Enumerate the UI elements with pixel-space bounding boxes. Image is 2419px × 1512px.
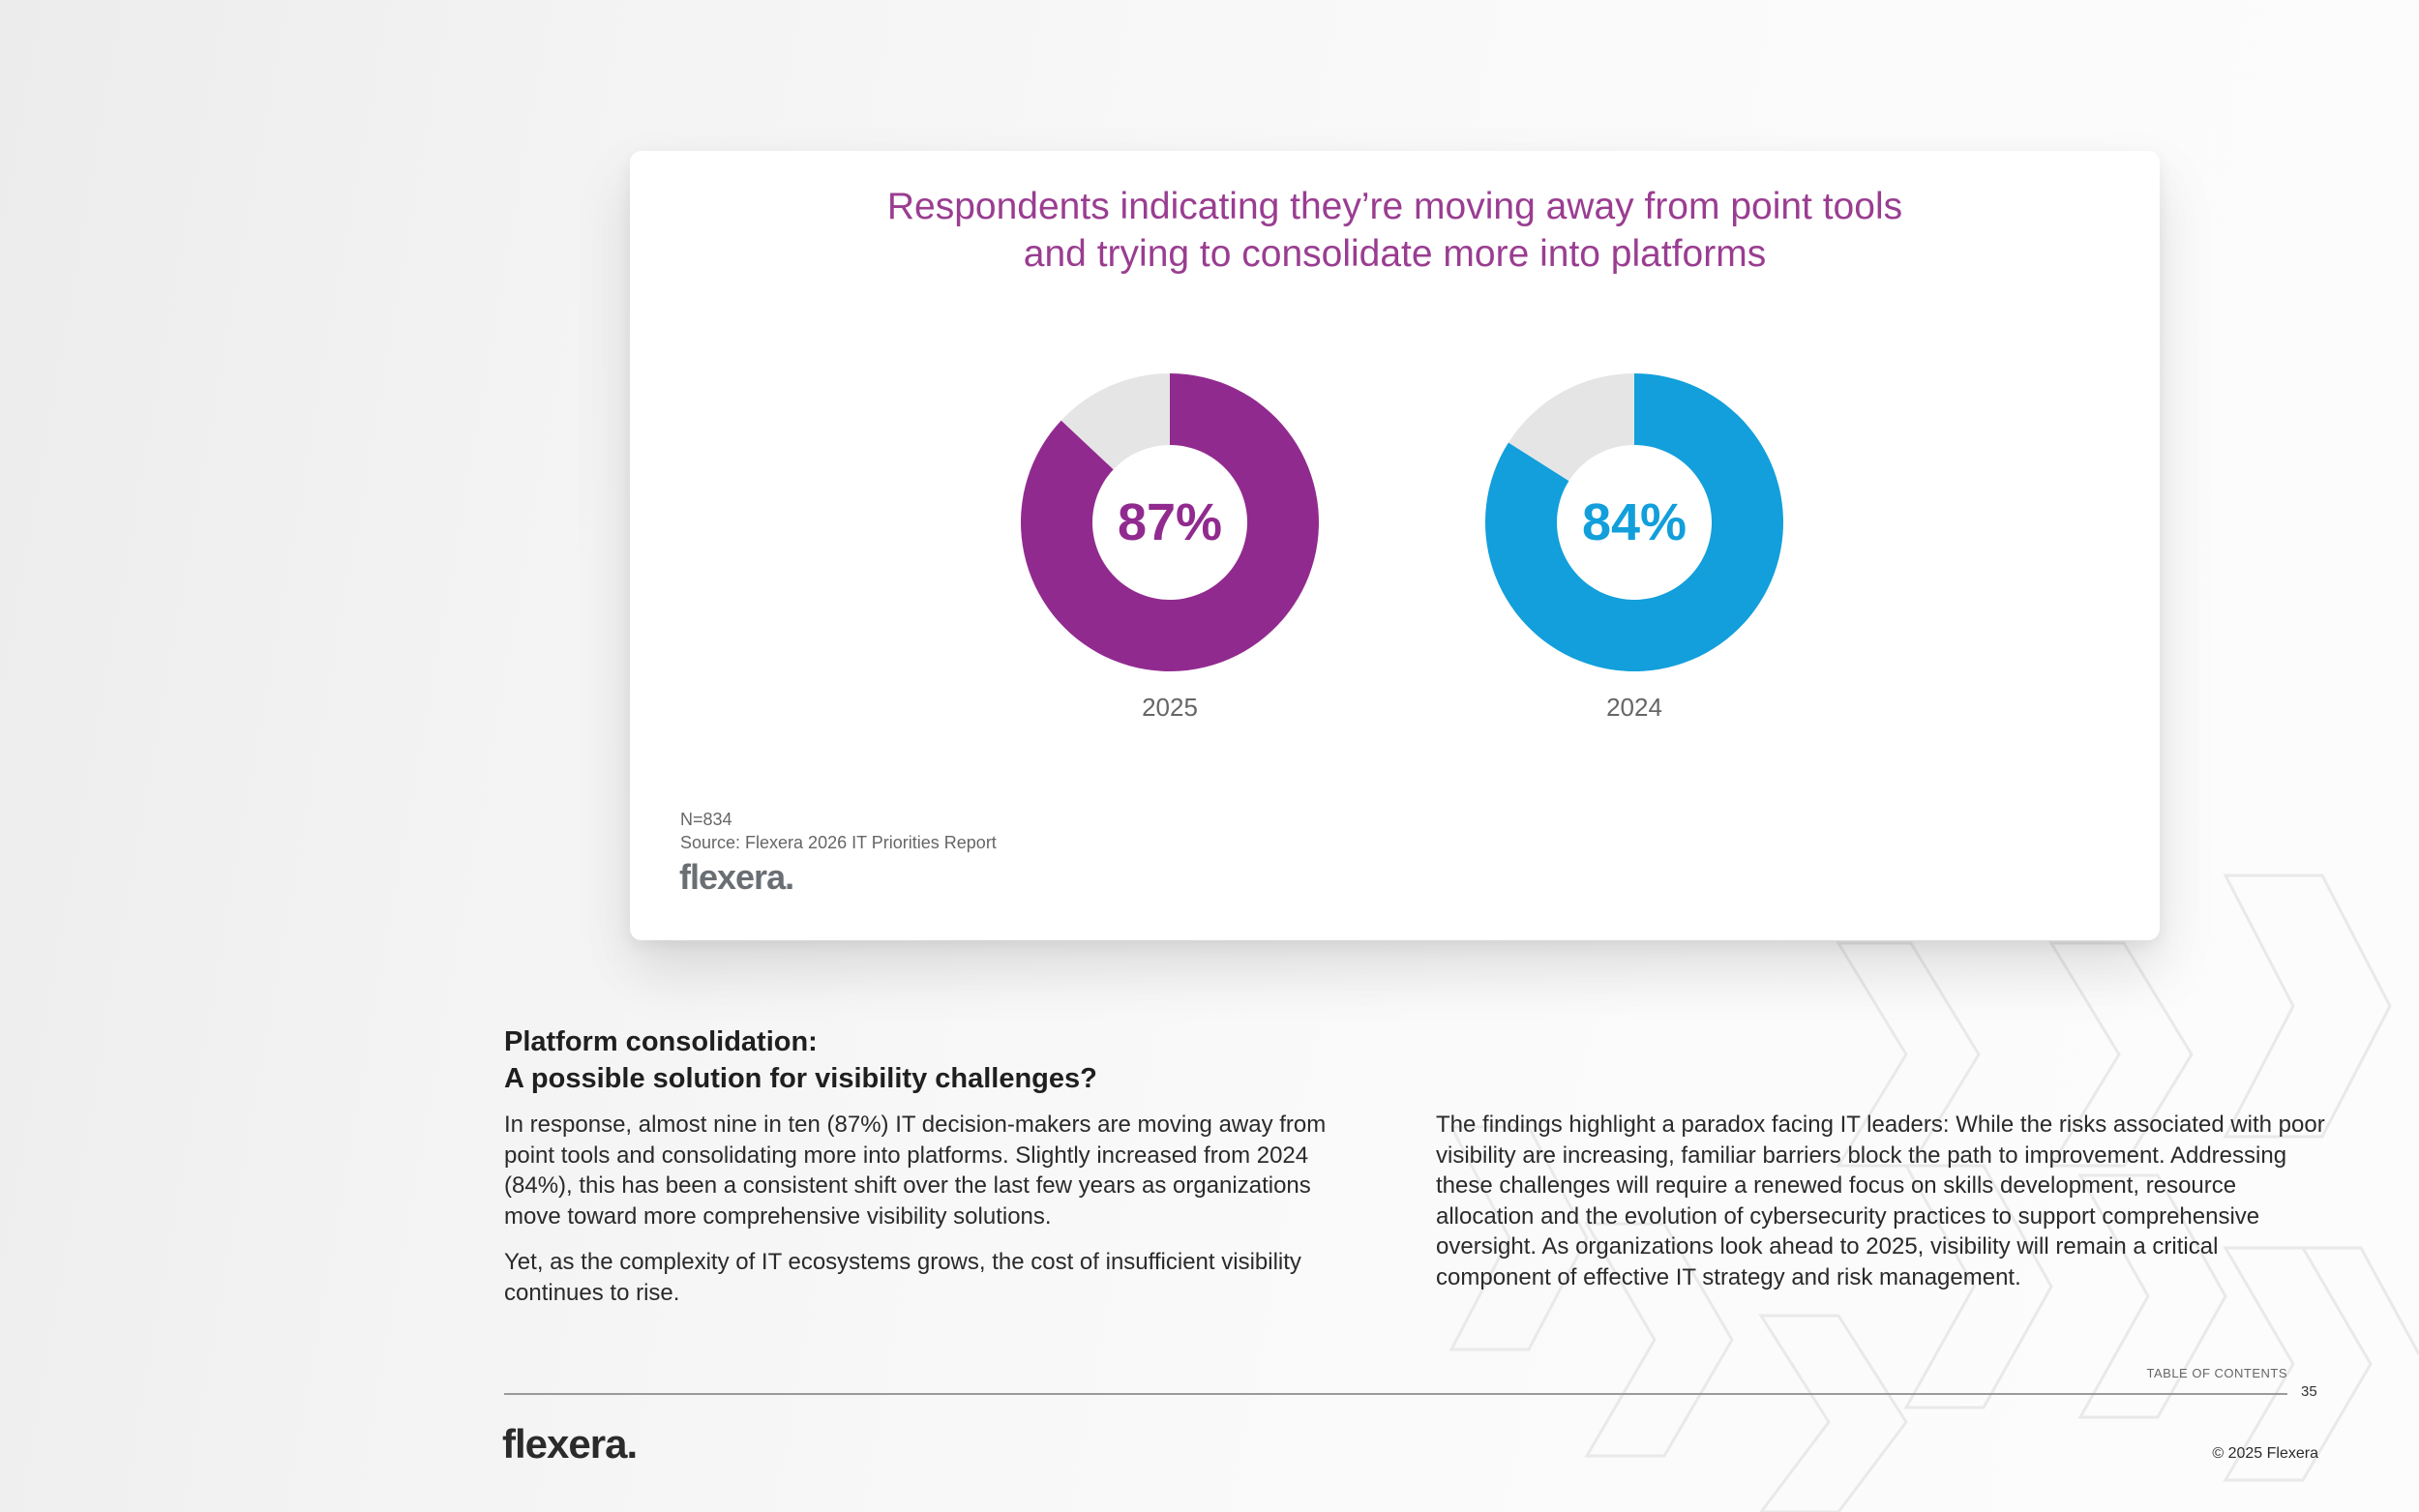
donut-year-2025: 2025 [1142, 693, 1198, 722]
card-flexera-logo: flexera. [679, 857, 794, 897]
body-column-right: The findings highlight a paradox facing … [1436, 1110, 2331, 1308]
chart-title-line-1: Respondents indicating they’re moving aw… [886, 186, 1903, 227]
body-paragraph: The findings highlight a paradox facing … [1436, 1112, 2325, 1290]
section-heading-line-1: Platform consolidation: [504, 1026, 818, 1057]
section-heading-line-2: A possible solution for visibility chall… [504, 1063, 1097, 1094]
donut-year-2024: 2024 [1606, 693, 1662, 722]
donut-remainder-2025 [1060, 373, 1170, 470]
footer-logo-text: flexera [502, 1421, 627, 1467]
donut-segment-2025 [1021, 373, 1319, 671]
section-heading-block: Platform consolidation: A possible solut… [504, 1023, 1097, 1097]
section-heading: Platform consolidation: A possible solut… [504, 1023, 1097, 1097]
body-paragraph: In response, almost nine in ten (87%) IT… [504, 1112, 1327, 1230]
donut-segment-2024 [1485, 373, 1783, 671]
chart-title-line-2: and trying to consolidate more into plat… [1023, 233, 1767, 275]
sample-size-note: N=834 [680, 810, 732, 829]
footer-logo-dot: . [626, 1421, 638, 1467]
chart-notes: N=834 Source: Flexera 2026 IT Priorities… [680, 808, 997, 854]
card-logo-dot: . [785, 857, 794, 897]
card-logo-text: flexera [679, 857, 786, 897]
copyright-text: © 2025 Flexera [2212, 1445, 2318, 1462]
donut-chart-2024 [1485, 373, 1783, 671]
body-paragraph: Yet, as the complexity of IT ecosystems … [504, 1249, 1301, 1306]
table-of-contents-link[interactable]: TABLE OF CONTENTS [2146, 1366, 2287, 1380]
body-column-left: In response, almost nine in ten (87%) IT… [504, 1110, 1356, 1323]
donut-remainder-2024 [1508, 373, 1634, 482]
page-number: 35 [2301, 1383, 2317, 1400]
footer-flexera-logo: flexera. [502, 1421, 638, 1467]
footer-divider [504, 1393, 2287, 1395]
donut-chart-2025 [1021, 373, 1319, 671]
chart-card: Respondents indicating they’re moving aw… [630, 151, 2160, 940]
donut-value-2024: 84% [1581, 493, 1687, 551]
chart-title: Respondents indicating they’re moving aw… [630, 183, 2160, 278]
source-note: Source: Flexera 2026 IT Priorities Repor… [680, 833, 997, 852]
donut-value-2025: 87% [1117, 493, 1223, 551]
